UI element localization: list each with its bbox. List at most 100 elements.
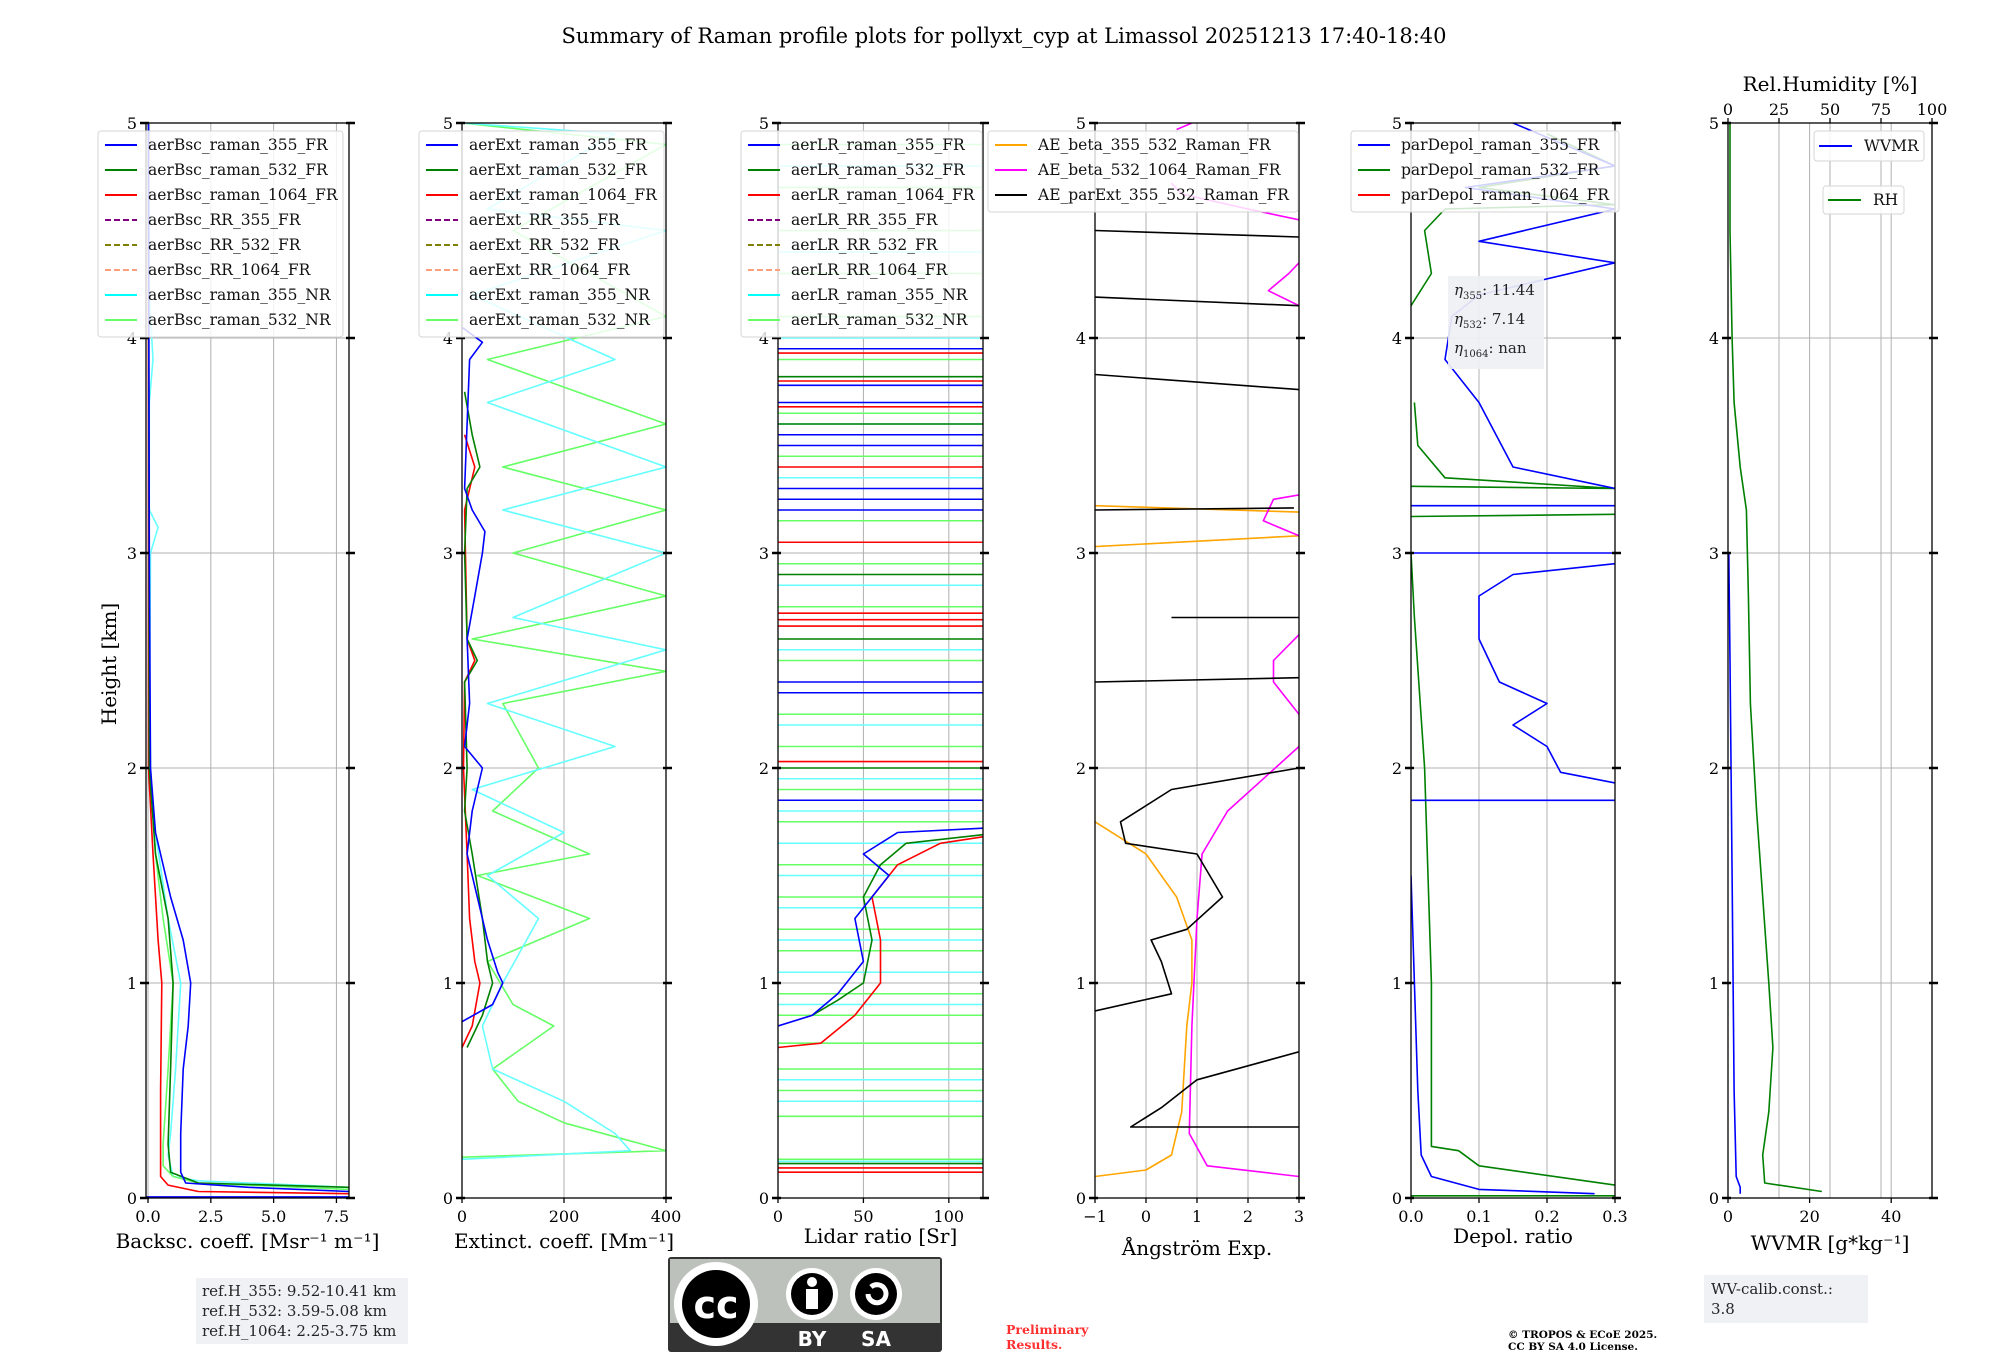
x-tick-label: 0.1: [1466, 1207, 1491, 1226]
legend-frame: [1350, 130, 1620, 213]
legend-label: aerExt_RR_1064_FR: [469, 261, 631, 279]
series-ae-parext-355-532-raman-fr-c: [1095, 676, 1299, 683]
legend-label: RH: [1873, 191, 1898, 209]
legend-frame: [740, 130, 983, 338]
legend-label: AE_beta_532_1064_Raman_FR: [1037, 161, 1282, 179]
legend-label: parDepol_raman_1064_FR: [1401, 186, 1610, 204]
series-ae-parext-355-532-raman-fr-e: [1095, 507, 1294, 511]
x-tick-label: 1: [1192, 1207, 1202, 1226]
y-tick-label: 2: [1709, 759, 1719, 778]
legend: aerBsc_raman_355_FR aerBsc_raman_532_FRae…: [97, 130, 344, 338]
depol-eta-box: η355: 11.44 η532: 7.14 η1064: nan: [1448, 276, 1544, 369]
y-tick-label: 3: [443, 544, 453, 563]
y-tick-label: 4: [1076, 329, 1086, 348]
y-tick-label: 1: [1076, 974, 1086, 993]
y-tick-label: 0: [1709, 1189, 1719, 1208]
x-tick-label: 0: [1141, 1207, 1151, 1226]
legend-label: aerExt_RR_532_FR: [469, 236, 621, 254]
y-tick-label: 2: [443, 759, 453, 778]
legend-label: aerBsc_raman_532_NR: [148, 311, 332, 329]
y-tick-label: 5: [759, 114, 769, 133]
x-tick-label: −1: [1083, 1207, 1107, 1226]
ref-height-1064: ref.H_1064: 2.25-3.75 km: [202, 1322, 397, 1340]
x-tick-label: 50: [853, 1207, 873, 1226]
legend-frame: [987, 130, 1299, 213]
legend-label: AE_beta_355_532_Raman_FR: [1037, 136, 1272, 154]
y-tick-label: 4: [443, 329, 453, 348]
series-aerext-raman-532-fr: [463, 391, 494, 1048]
legend-label: aerBsc_RR_1064_FR: [148, 261, 312, 279]
sa-label: SA: [861, 1327, 891, 1351]
panel-5: 0 1 2 3 4 5 0.0 0.1 0.2 0.3 Depol. ratio parDepol_r…: [1350, 114, 1628, 1248]
legend-rh: RH: [1822, 185, 1905, 215]
y-tick-label: 0: [443, 1189, 453, 1208]
preliminary-line-2: Results.: [1006, 1337, 1062, 1352]
legend-label: aerExt_raman_355_NR: [469, 286, 651, 304]
legend-label: aerLR_raman_355_NR: [791, 286, 969, 304]
y-tick-label: 5: [1709, 114, 1719, 133]
y-tick-label: 4: [1709, 329, 1719, 348]
legend: AE_beta_355_532_Raman_FR AE_beta_532_1064…: [987, 130, 1299, 213]
series-pardepol-raman-355-fr: [1411, 875, 1595, 1195]
legend-label: WVMR: [1864, 137, 1920, 155]
x-axis-label: Extinct. coeff. [Mm⁻¹]: [454, 1229, 674, 1253]
y-tick-label: 4: [127, 329, 137, 348]
legend-label: aerExt_raman_532_FR: [469, 161, 648, 179]
legend-label: AE_parExt_355_532_Raman_FR: [1037, 186, 1290, 204]
x-tick-label: 400: [651, 1207, 682, 1226]
y-tick-label: 5: [443, 114, 453, 133]
legend-label: aerLR_RR_355_FR: [791, 211, 939, 229]
x-tick-label: 20: [1799, 1207, 1819, 1226]
y-tick-label: 0: [127, 1189, 137, 1208]
series-aerbsc-raman-355-fr: [147, 123, 349, 1193]
x-tick-label: 0.3: [1602, 1207, 1627, 1226]
ref-height-532: ref.H_532: 3.59-5.08 km: [202, 1302, 387, 1320]
x-tick-label: 0.0: [1398, 1207, 1423, 1226]
top-x-tick-label: 50: [1820, 100, 1840, 119]
plot-area: [1728, 123, 1822, 1194]
ref-height-355: ref.H_355: 9.52-10.41 km: [202, 1282, 397, 1300]
x-axis-label: WVMR [g*kg⁻¹]: [1751, 1231, 1910, 1255]
series-aerbsc-raman-1064-fr: [147, 123, 349, 1195]
series-pardepol-raman-532-fr-c: [1411, 513, 1615, 518]
reference-heights-box: ref.H_355: 9.52-10.41 km ref.H_532: 3.59…: [196, 1278, 408, 1344]
y-tick-label: 3: [759, 544, 769, 563]
top-x-axis-label: Rel.Humidity [%]: [1743, 72, 1918, 96]
figure-title: Summary of Raman profile plots for polly…: [561, 24, 1446, 48]
x-tick-label: 0: [773, 1207, 783, 1226]
legend-label: aerExt_raman_1064_FR: [469, 186, 658, 204]
legend-label: aerBsc_raman_355_NR: [148, 286, 332, 304]
top-x-tick-label: 0: [1723, 100, 1733, 119]
legend-label: aerLR_raman_1064_FR: [791, 186, 976, 204]
legend: parDepol_raman_355_FR parDepol_raman_532_…: [1350, 130, 1620, 213]
y-tick-label: 3: [1392, 544, 1402, 563]
y-tick-label: 1: [127, 974, 137, 993]
series-ae-parext-355-532-raman-fr-f: [1095, 373, 1299, 391]
cc-mark: cc: [693, 1283, 738, 1327]
panel-2: 0 1 2 3 4 5 0 200 400 Extinct. coeff. [Mm⁻¹] aerEx…: [418, 114, 682, 1253]
legend-label: aerExt_RR_355_FR: [469, 211, 621, 229]
legend-label: aerBsc_RR_355_FR: [148, 211, 302, 229]
series-aerbsc-raman-532-fr: [147, 123, 349, 1189]
eta-355: η355: 11.44: [1454, 281, 1535, 302]
series-wvmr: [1728, 552, 1741, 1194]
y-axis-label: Height [km]: [97, 603, 121, 725]
series-rh: [1729, 123, 1822, 1193]
y-tick-label: 2: [1076, 759, 1086, 778]
y-tick-label: 3: [1709, 544, 1719, 563]
series-ae-parext-355-532-raman-fr: [1095, 767, 1299, 1012]
y-tick-label: 0: [1076, 1189, 1086, 1208]
series-pardepol-raman-532-fr-b: [1411, 552, 1615, 1186]
series-aerbsc-raman-532-nr: [147, 552, 349, 1191]
legend-wvmr: WVMR: [1813, 130, 1925, 162]
eta-532: η532: 7.14: [1454, 310, 1526, 331]
series-ae-beta-532-1064-raman-fr-f: [1176, 123, 1193, 131]
legend-label: aerExt_raman_355_FR: [469, 136, 648, 154]
copyright-line-2: CC BY SA 4.0 License.: [1508, 1341, 1638, 1353]
series-aerext-raman-355-fr: [462, 326, 504, 1023]
y-tick-label: 1: [759, 974, 769, 993]
